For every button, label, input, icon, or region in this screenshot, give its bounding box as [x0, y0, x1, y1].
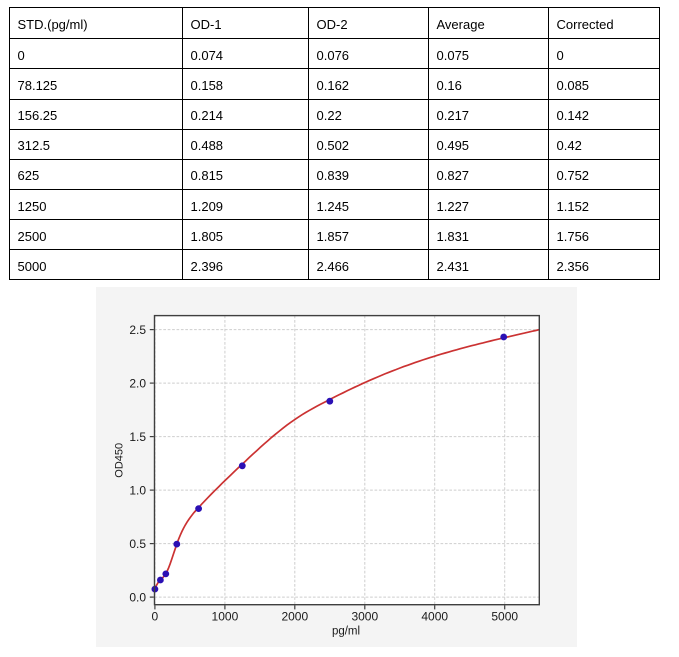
svg-text:3000: 3000 [351, 610, 378, 624]
svg-text:1.0: 1.0 [129, 484, 146, 498]
svg-text:0.0: 0.0 [129, 591, 146, 605]
svg-text:2.5: 2.5 [129, 323, 146, 337]
svg-text:2000: 2000 [281, 610, 308, 624]
svg-text:5000: 5000 [491, 610, 518, 624]
svg-text:2.0: 2.0 [129, 377, 146, 391]
svg-text:1000: 1000 [212, 610, 239, 624]
svg-text:0.5: 0.5 [129, 537, 146, 551]
svg-text:pg/ml: pg/ml [332, 626, 360, 638]
svg-text:OD450: OD450 [114, 443, 126, 478]
svg-text:0: 0 [152, 610, 159, 624]
svg-text:4000: 4000 [421, 610, 448, 624]
svg-text:1.5: 1.5 [129, 430, 146, 444]
